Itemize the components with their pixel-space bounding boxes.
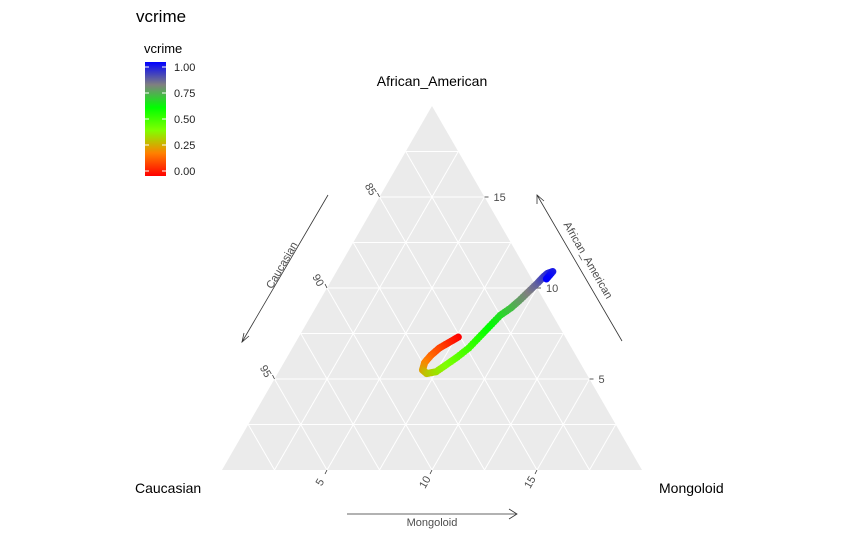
axis-arrow-caucasian [241, 194, 329, 344]
tick-mark [534, 469, 538, 475]
vertex-label-mongoloid: Mongoloid [659, 480, 724, 496]
axis-arrow-mongoloid [347, 508, 518, 520]
gridline [274, 378, 328, 471]
gridline [326, 287, 433, 471]
legend-tick-label: 0.00 [174, 166, 195, 178]
axis-title-mongoloid: Mongoloid [407, 517, 458, 529]
tick-mark [272, 374, 275, 380]
legend-tick-label: 0.25 [174, 140, 195, 152]
chart-title: vcrime [136, 7, 186, 26]
tick-label-african-american: 10 [546, 283, 558, 295]
legend-tick-label: 0.50 [174, 114, 195, 126]
gridline [536, 378, 590, 471]
legend: vcrime 1.00 0.75 0.50 0.25 0.00 [144, 41, 195, 178]
data-point [542, 275, 551, 283]
gridline [247, 424, 275, 471]
tick-mark [377, 192, 380, 198]
gridline [484, 333, 564, 471]
legend-title: vcrime [144, 41, 182, 56]
tick-label-african-american: 15 [494, 192, 506, 204]
gridline [379, 242, 512, 471]
legend-colorbar [145, 62, 166, 176]
axis-title-caucasian: Caucasian [264, 240, 300, 291]
axis-arrow-african-american [536, 194, 623, 342]
tick-mark [324, 469, 328, 475]
tick-label-caucasian: 95 [257, 363, 274, 380]
vertex-label-caucasian: Caucasian [135, 480, 201, 496]
gridline [300, 333, 380, 471]
legend-tick-label: 1.00 [174, 62, 195, 74]
legend-tick-label: 0.75 [174, 88, 195, 100]
tick-label-mongoloid: 15 [522, 474, 539, 491]
gridline [405, 151, 590, 471]
tick-label-african-american: 5 [599, 374, 605, 386]
tick-label-caucasian: 85 [362, 181, 379, 198]
tick-mark [429, 469, 433, 475]
gridline [352, 242, 485, 471]
tick-label-mongoloid: 5 [314, 477, 327, 488]
tick-label-caucasian: 90 [309, 272, 326, 289]
gridline [274, 151, 459, 471]
gridline [589, 424, 617, 471]
tick-label-mongoloid: 10 [417, 474, 434, 491]
vertex-label-african-american: African_American [377, 73, 488, 89]
gridline [431, 287, 538, 471]
tick-mark [324, 283, 328, 289]
axis-title-african-american: African_American [561, 220, 615, 301]
